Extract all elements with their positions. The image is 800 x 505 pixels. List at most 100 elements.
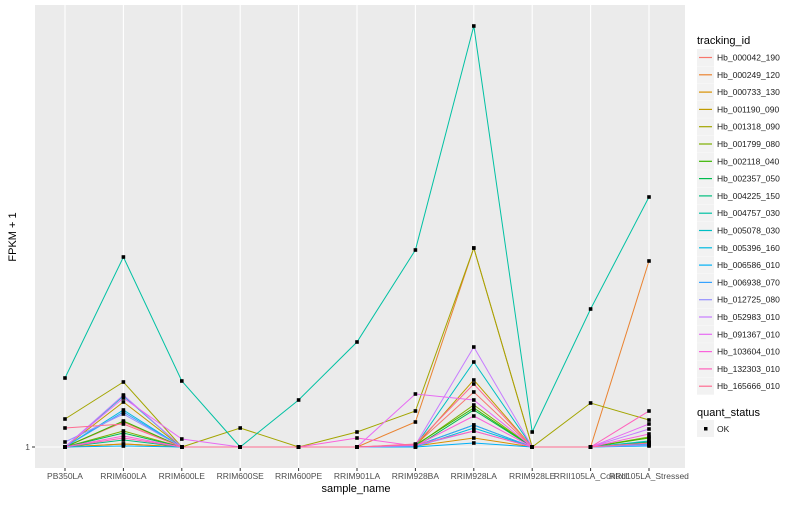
data-point — [121, 380, 126, 384]
data-point — [472, 398, 476, 402]
data-point — [647, 259, 651, 263]
data-point — [472, 382, 476, 386]
x-tick-label: RRIM600PE — [275, 471, 323, 481]
data-point — [647, 427, 651, 431]
data-point — [121, 419, 126, 423]
x-tick-label: RRIM600SE — [217, 471, 265, 481]
x-tick-label: PB350LA — [47, 471, 83, 481]
data-point — [63, 426, 67, 430]
square-point-icon — [704, 427, 708, 431]
legend-label: Hb_004225_150 — [717, 191, 780, 201]
legend-label: Hb_001318_090 — [717, 122, 780, 132]
data-point — [121, 436, 126, 440]
data-point — [121, 408, 126, 412]
data-point — [355, 430, 359, 434]
data-point — [180, 379, 184, 383]
data-point — [472, 426, 476, 430]
data-point — [121, 422, 126, 426]
data-point — [121, 431, 126, 435]
x-tick-label: RRII105LA_Stressed — [609, 471, 689, 481]
x-tick-label: RRIM600LA — [100, 471, 147, 481]
data-point — [647, 418, 651, 422]
data-point — [296, 445, 301, 449]
data-point — [121, 412, 126, 416]
data-point — [647, 432, 651, 436]
data-point — [121, 434, 126, 438]
data-point — [588, 445, 593, 449]
data-point — [647, 439, 651, 443]
data-point — [588, 307, 593, 311]
data-point — [413, 248, 418, 252]
legend-label: Hb_001799_080 — [717, 139, 780, 149]
data-point — [121, 438, 126, 442]
legend-label: Hb_165666_010 — [717, 381, 780, 391]
data-point — [413, 392, 418, 396]
data-point — [472, 24, 476, 28]
legend-label: Hb_000733_130 — [717, 87, 780, 97]
legend-label: Hb_132303_010 — [717, 364, 780, 374]
legend-label: Hb_002357_050 — [717, 174, 780, 184]
y-tick-label: 1 — [25, 442, 30, 452]
data-point — [472, 436, 476, 440]
data-point — [472, 429, 476, 433]
grid-lines — [35, 5, 685, 468]
legend: tracking_id Hb_000042_190 Hb_000249_120 Hb… — [697, 35, 780, 437]
data-point — [121, 393, 126, 397]
plot-panel — [35, 5, 685, 468]
data-point — [647, 441, 651, 445]
legend-label: Hb_006938_070 — [717, 277, 780, 287]
data-point — [296, 398, 301, 402]
legend-label: Hb_005078_030 — [717, 226, 780, 236]
data-point — [121, 396, 126, 400]
data-point — [472, 408, 476, 412]
data-point — [472, 403, 476, 407]
x-tick-label: RRIM928BA — [392, 471, 440, 481]
data-point — [472, 423, 476, 427]
data-point — [121, 410, 126, 414]
x-tick-label: RRIM901LA — [334, 471, 381, 481]
data-point — [472, 441, 476, 445]
data-point — [530, 430, 534, 434]
data-point — [63, 417, 67, 421]
legend-label: Hb_000249_120 — [717, 70, 780, 80]
legend-label: Hb_091367_010 — [717, 329, 780, 339]
data-point — [472, 345, 476, 349]
data-point — [63, 376, 67, 380]
legend-label: Hb_002118_040 — [717, 156, 780, 166]
x-tick-label: RRIM928LE — [509, 471, 556, 481]
legend-label: Hb_052983_010 — [717, 312, 780, 322]
data-point — [121, 255, 126, 259]
data-point — [472, 414, 476, 418]
data-point — [121, 442, 126, 446]
data-point — [238, 445, 242, 449]
data-point — [413, 409, 418, 413]
data-point — [647, 422, 651, 426]
data-point — [63, 445, 67, 449]
x-axis-title: sample_name — [321, 483, 390, 495]
legend-label: Hb_004757_030 — [717, 208, 780, 218]
x-tick-label: RRIM600LE — [159, 471, 206, 481]
legend-label: Hb_005396_160 — [717, 243, 780, 253]
data-point — [180, 445, 184, 449]
legend-label: Hb_103604_010 — [717, 347, 780, 357]
data-point — [588, 401, 593, 405]
legend-label: Hb_006586_010 — [717, 260, 780, 270]
data-point — [413, 442, 418, 446]
x-axis: PB350LA RRIM600LA RRIM600LE RRIM600SE RRIM60… — [47, 468, 689, 481]
legend-label: Hb_012725_080 — [717, 295, 780, 305]
data-points — [63, 24, 651, 449]
shape-legend-label: OK — [717, 424, 730, 434]
y-axis: 1 — [25, 442, 35, 452]
data-point — [355, 340, 359, 344]
data-point — [647, 409, 651, 413]
data-point — [355, 445, 359, 449]
data-point — [121, 400, 126, 404]
data-point — [647, 436, 651, 440]
x-tick-label: RRII105LA_Control — [554, 471, 628, 481]
y-axis-title: FPKM + 1 — [7, 212, 19, 261]
data-point — [121, 429, 126, 433]
data-point — [63, 440, 67, 444]
data-point — [647, 443, 651, 447]
data-point — [472, 390, 476, 394]
